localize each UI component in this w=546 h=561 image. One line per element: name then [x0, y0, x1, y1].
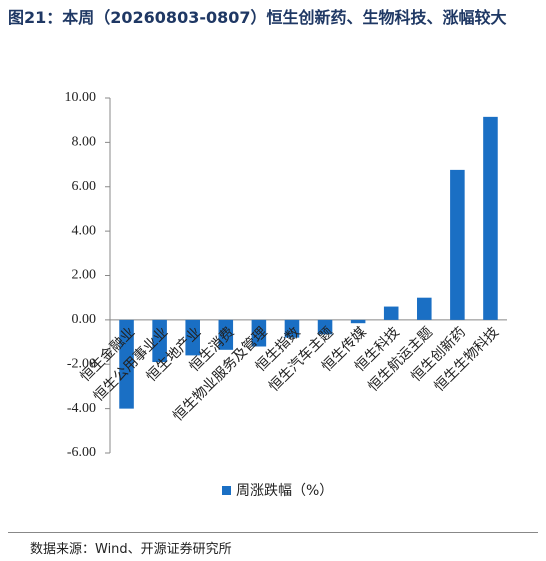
bar: [251, 319, 267, 347]
bar: [450, 169, 465, 320]
legend-swatch: [222, 486, 231, 495]
bar: [119, 319, 134, 409]
bar: [383, 306, 399, 320]
y-tick-label: -4.00: [67, 401, 96, 416]
bar: [317, 319, 333, 335]
bar: [185, 319, 200, 356]
y-tick-label: 8.00: [72, 135, 97, 150]
bar: [483, 116, 498, 320]
legend-label: 周涨跌幅（%）: [236, 483, 333, 499]
chart-title: 图21：本周（20260803-0807）恒生创新药、生物科技、涨幅较大: [8, 8, 507, 27]
bar: [417, 297, 432, 320]
bar: [284, 319, 300, 338]
bar: [152, 319, 167, 363]
y-tick-label: 6.00: [72, 179, 97, 194]
y-tick-label: 0.00: [72, 312, 97, 327]
source-note: 数据来源：Wind、开源证券研究所: [30, 542, 232, 557]
y-tick-label: -6.00: [67, 445, 96, 460]
y-tick-label: 2.00: [72, 268, 97, 283]
y-tick-label: -2.00: [67, 356, 96, 371]
bar: [218, 319, 234, 350]
bar: [350, 319, 366, 324]
divider: [8, 532, 538, 533]
y-tick-label: 10.00: [65, 90, 97, 105]
y-tick-label: 4.00: [72, 223, 97, 238]
